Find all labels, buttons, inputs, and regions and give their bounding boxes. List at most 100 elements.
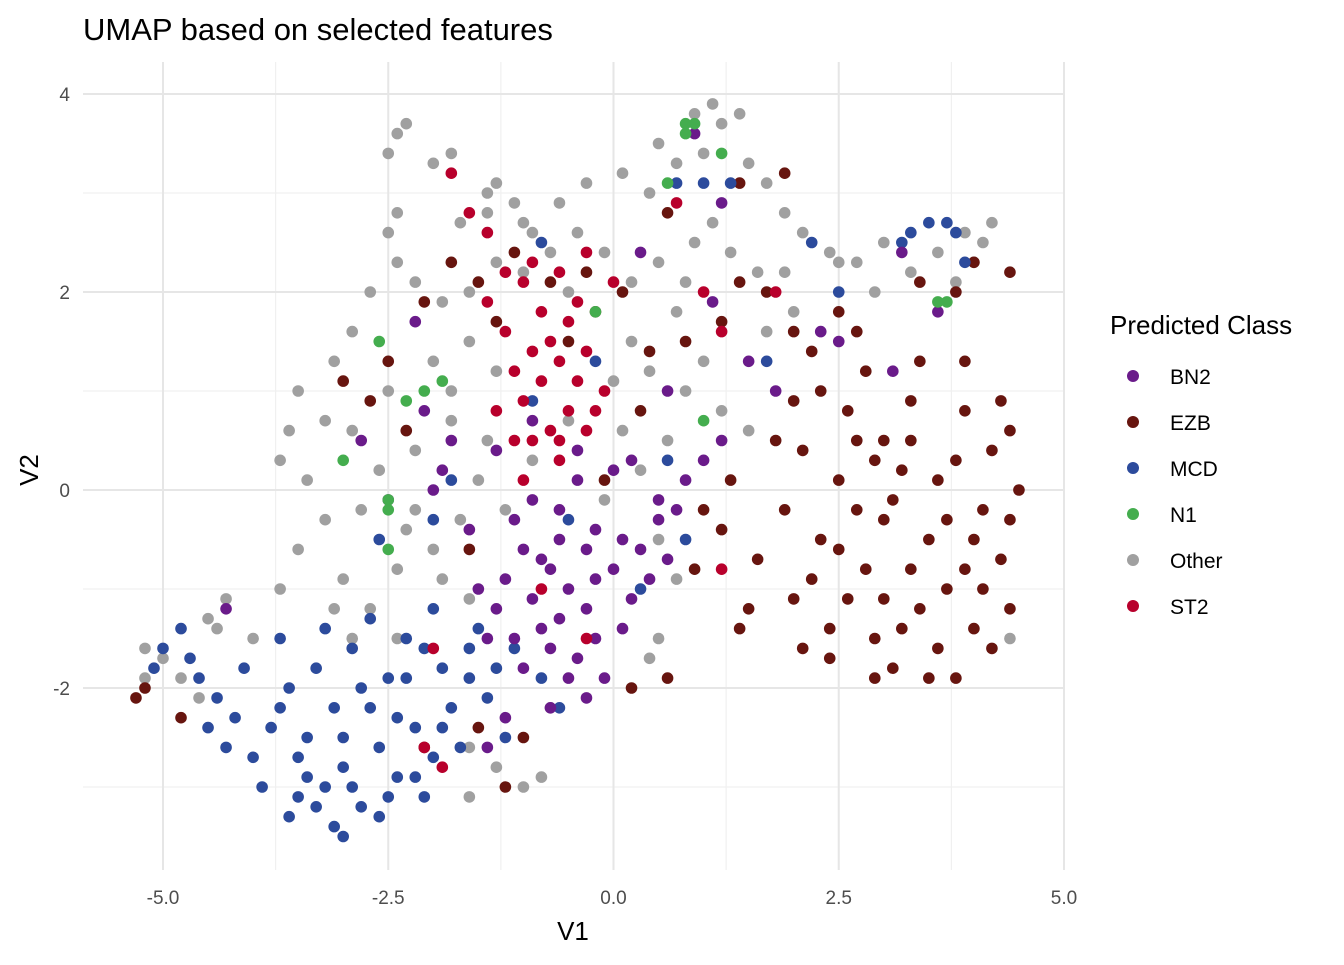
point-mcd [328,702,340,714]
point-other [625,276,638,288]
point-mcd [292,751,304,764]
point-other [445,147,458,160]
point-mcd [941,216,953,229]
point-mcd [959,256,971,269]
point-other [526,226,539,239]
point-ezb [814,385,827,397]
point-st2 [598,385,611,397]
point-other [977,236,989,249]
point-ezb [850,325,863,338]
point-other [292,543,304,556]
point-mcd [337,761,350,773]
point-bn2 [580,692,593,704]
legend-key-other [1127,554,1139,566]
point-ezb [364,395,377,407]
point-ezb [986,444,998,457]
point-st2 [607,276,620,288]
point-bn2 [220,603,232,615]
point-bn2 [616,533,629,546]
point-bn2 [553,504,566,516]
point-ezb [1004,424,1016,437]
point-bn2 [634,543,647,556]
point-ezb [472,276,485,288]
point-ezb [841,405,854,417]
point-mcd [697,177,710,189]
point-other [598,246,611,259]
point-mcd [535,672,548,684]
point-other [742,424,755,437]
point-ezb [950,286,962,298]
point-other [346,325,359,338]
point-mcd [310,801,322,813]
point-ezb [733,177,746,189]
point-ezb [814,533,827,546]
point-ezb [896,464,908,477]
point-other [508,197,521,209]
point-bn2 [742,355,755,368]
point-other [760,325,773,338]
point-ezb [337,375,350,387]
point-bn2 [535,553,548,566]
point-ezb [760,286,773,298]
legend-label-mcd: MCD [1170,458,1218,481]
point-ezb [139,682,151,694]
point-other [391,563,404,575]
point-other [562,414,575,427]
point-other [823,246,836,259]
point-other [364,603,377,615]
point-mcd [346,781,359,793]
point-other [463,335,476,348]
point-bn2 [481,632,494,645]
point-st2 [580,424,593,437]
point-other [382,147,395,160]
point-mcd [148,662,160,674]
point-ezb [896,622,908,635]
legend-label-n1: N1 [1170,504,1197,527]
point-bn2 [661,553,674,566]
point-other [598,494,611,506]
point-ezb [769,434,782,447]
point-mcd [373,810,386,823]
point-mcd [418,791,431,803]
point-mcd [526,395,539,407]
point-other [526,454,539,467]
point-ezb [661,207,674,219]
point-bn2 [589,632,602,645]
point-other [373,464,386,477]
point-mcd [373,741,386,754]
point-mcd [463,672,476,684]
point-ezb [733,622,746,635]
point-bn2 [535,622,548,635]
point-bn2 [932,306,944,318]
point-mcd [445,702,458,714]
point-other [679,385,692,397]
point-bn2 [490,444,503,457]
point-other [733,108,746,120]
point-ezb [859,365,872,378]
point-mcd [391,771,404,783]
point-mcd [409,771,422,783]
point-ezb [472,721,485,734]
point-other [391,632,404,645]
point-ezb [634,405,647,417]
point-other [670,573,683,585]
point-other [409,276,422,288]
point-mcd [256,781,268,793]
point-bn2 [526,593,539,605]
point-other [409,444,422,457]
point-ezb [977,583,989,595]
legend-key-ezb [1127,416,1139,428]
point-mcd [427,751,440,764]
point-other [562,286,575,298]
point-ezb [508,246,521,259]
point-mcd [364,702,377,714]
point-st2 [499,325,512,338]
point-other [328,355,340,368]
point-other [346,632,359,645]
point-st2 [544,424,557,437]
point-other [697,355,710,368]
point-ezb [968,256,980,269]
point-ezb [968,533,980,546]
point-other [463,593,476,605]
point-ezb [868,672,881,684]
